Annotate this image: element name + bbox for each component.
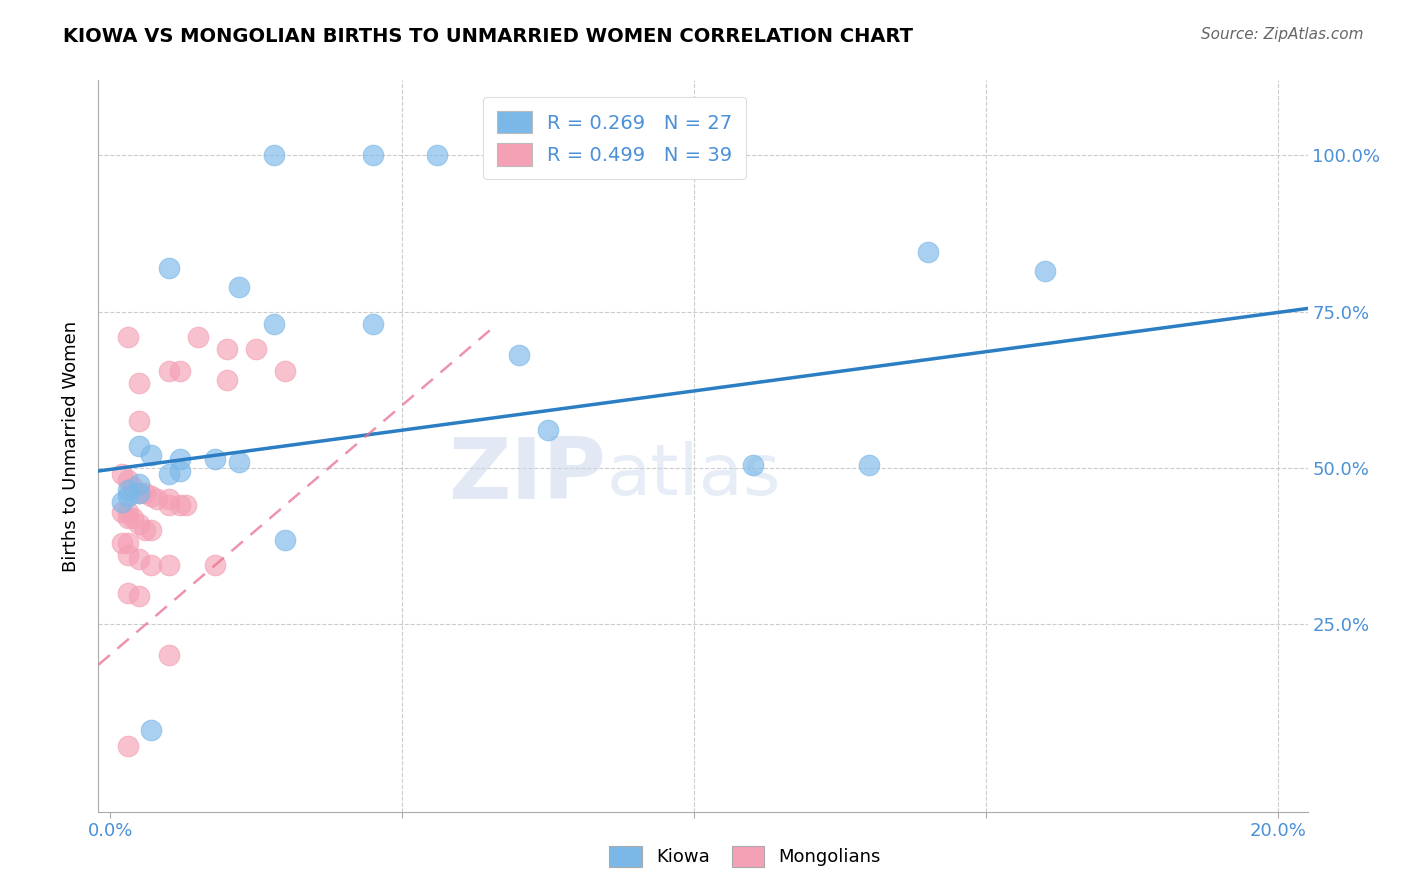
Point — [146, 492, 169, 507]
Point — [128, 376, 150, 391]
Point — [111, 505, 134, 519]
Point — [215, 342, 238, 356]
Point — [117, 549, 139, 563]
Point — [139, 449, 162, 463]
Point — [128, 476, 150, 491]
Point — [139, 524, 162, 538]
Point — [139, 558, 162, 572]
Point — [1033, 264, 1056, 278]
Point — [204, 558, 226, 572]
Point — [245, 342, 267, 356]
Point — [128, 439, 150, 453]
Point — [274, 533, 297, 547]
Point — [274, 364, 297, 378]
Point — [263, 148, 285, 162]
Point — [139, 723, 162, 738]
Point — [111, 495, 134, 509]
Point — [128, 486, 150, 500]
Point — [157, 648, 180, 663]
Point — [128, 589, 150, 603]
Point — [263, 317, 285, 331]
Point — [128, 517, 150, 532]
Point — [157, 558, 180, 572]
Point — [215, 373, 238, 387]
Point — [169, 464, 191, 478]
Point — [117, 483, 139, 497]
Point — [122, 511, 145, 525]
Point — [117, 536, 139, 550]
Point — [858, 458, 880, 472]
Point — [117, 505, 139, 519]
Text: ZIP: ZIP — [449, 434, 606, 516]
Point — [128, 414, 150, 428]
Point — [361, 148, 384, 162]
Point — [117, 329, 139, 343]
Point — [157, 492, 180, 507]
Legend: Kiowa, Mongolians: Kiowa, Mongolians — [602, 838, 889, 874]
Point — [111, 467, 134, 482]
Point — [228, 279, 250, 293]
Text: Source: ZipAtlas.com: Source: ZipAtlas.com — [1201, 27, 1364, 42]
Point — [117, 586, 139, 600]
Point — [134, 486, 156, 500]
Point — [128, 486, 150, 500]
Point — [187, 329, 209, 343]
Point — [204, 451, 226, 466]
Point — [169, 451, 191, 466]
Point — [917, 245, 939, 260]
Point — [169, 499, 191, 513]
Point — [228, 455, 250, 469]
Point — [122, 480, 145, 494]
Point — [111, 536, 134, 550]
Point — [134, 524, 156, 538]
Point — [139, 489, 162, 503]
Point — [157, 364, 180, 378]
Point — [117, 489, 139, 503]
Point — [169, 364, 191, 378]
Point — [174, 499, 197, 513]
Point — [537, 423, 560, 437]
Text: atlas: atlas — [606, 441, 780, 509]
Point — [117, 474, 139, 488]
Point — [117, 739, 139, 753]
Point — [117, 511, 139, 525]
Point — [361, 317, 384, 331]
Point — [157, 467, 180, 482]
Point — [508, 348, 530, 362]
Point — [426, 148, 449, 162]
Point — [157, 260, 180, 275]
Point — [128, 551, 150, 566]
Legend: R = 0.269   N = 27, R = 0.499   N = 39: R = 0.269 N = 27, R = 0.499 N = 39 — [484, 97, 747, 179]
Y-axis label: Births to Unmarried Women: Births to Unmarried Women — [62, 320, 80, 572]
Text: KIOWA VS MONGOLIAN BIRTHS TO UNMARRIED WOMEN CORRELATION CHART: KIOWA VS MONGOLIAN BIRTHS TO UNMARRIED W… — [63, 27, 914, 45]
Point — [741, 458, 763, 472]
Point — [157, 499, 180, 513]
